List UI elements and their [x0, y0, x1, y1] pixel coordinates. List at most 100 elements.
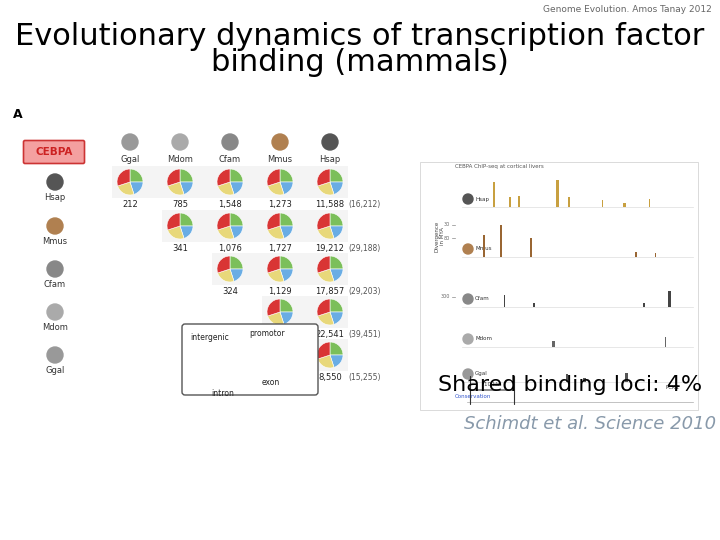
Wedge shape: [268, 312, 284, 325]
Wedge shape: [330, 355, 343, 367]
Bar: [504, 295, 505, 307]
Text: Hsap: Hsap: [475, 197, 489, 201]
Wedge shape: [240, 336, 264, 360]
Circle shape: [222, 134, 238, 150]
Bar: [262, 296, 348, 328]
Wedge shape: [330, 182, 343, 194]
Wedge shape: [217, 256, 230, 273]
Wedge shape: [330, 312, 343, 325]
Bar: [602, 200, 603, 207]
Wedge shape: [267, 169, 280, 186]
Wedge shape: [280, 169, 293, 182]
Wedge shape: [268, 182, 284, 195]
Text: (29,203): (29,203): [348, 287, 380, 296]
Wedge shape: [180, 226, 193, 238]
Wedge shape: [330, 342, 343, 355]
Text: binding (mammals): binding (mammals): [211, 48, 509, 77]
Circle shape: [122, 134, 138, 150]
Bar: [162, 210, 348, 242]
Text: Ggal: Ggal: [45, 366, 65, 375]
Wedge shape: [267, 213, 280, 230]
Circle shape: [47, 174, 63, 190]
Text: A: A: [13, 108, 22, 121]
Wedge shape: [180, 169, 193, 182]
Text: 1,273: 1,273: [268, 200, 292, 209]
Text: Hsap: Hsap: [320, 155, 341, 164]
Wedge shape: [330, 269, 343, 281]
Wedge shape: [168, 182, 184, 195]
Text: Mmus: Mmus: [475, 246, 492, 252]
Wedge shape: [330, 213, 343, 226]
Text: (15,255): (15,255): [348, 373, 380, 382]
Bar: [635, 253, 637, 257]
Text: 17,857: 17,857: [315, 287, 345, 296]
Text: 1,727: 1,727: [268, 244, 292, 253]
Bar: [556, 180, 559, 207]
Circle shape: [272, 134, 288, 150]
Wedge shape: [318, 182, 334, 195]
Circle shape: [47, 347, 63, 363]
Text: (16,212): (16,212): [348, 200, 380, 209]
Text: 80: 80: [444, 236, 450, 241]
Wedge shape: [230, 182, 243, 194]
Text: Mmus: Mmus: [267, 155, 292, 164]
Wedge shape: [117, 169, 130, 186]
Text: Ggal: Ggal: [475, 372, 487, 376]
Circle shape: [463, 194, 473, 204]
Bar: [654, 253, 656, 257]
Text: (29,188): (29,188): [348, 244, 380, 253]
Wedge shape: [217, 182, 234, 195]
Wedge shape: [217, 169, 230, 186]
Wedge shape: [317, 342, 330, 359]
Bar: [649, 199, 650, 207]
Text: Genome Evolution. Amos Tanay 2012: Genome Evolution. Amos Tanay 2012: [544, 5, 712, 14]
Bar: [623, 204, 626, 207]
Bar: [583, 378, 586, 382]
Wedge shape: [216, 336, 240, 367]
Text: CEBPA ChIP-seq at cortical livers: CEBPA ChIP-seq at cortical livers: [455, 164, 544, 169]
FancyBboxPatch shape: [24, 140, 84, 164]
Wedge shape: [230, 269, 243, 281]
Text: 8,550: 8,550: [318, 373, 342, 382]
Text: Cfam: Cfam: [219, 155, 241, 164]
Bar: [518, 197, 520, 207]
Wedge shape: [317, 169, 330, 186]
Text: Cfam: Cfam: [475, 296, 490, 301]
Text: 30: 30: [444, 222, 450, 227]
Wedge shape: [330, 256, 343, 269]
Circle shape: [463, 244, 473, 254]
Wedge shape: [330, 226, 343, 238]
Wedge shape: [280, 312, 293, 325]
Bar: [312, 339, 348, 371]
Circle shape: [463, 294, 473, 304]
Wedge shape: [180, 182, 193, 194]
Wedge shape: [217, 213, 230, 230]
Wedge shape: [267, 256, 280, 273]
Circle shape: [322, 134, 338, 150]
Wedge shape: [267, 299, 280, 316]
Wedge shape: [330, 299, 343, 312]
Circle shape: [463, 334, 473, 344]
Text: 341: 341: [172, 244, 188, 253]
Bar: [668, 292, 671, 307]
Wedge shape: [318, 355, 334, 368]
Wedge shape: [318, 269, 334, 282]
Wedge shape: [280, 256, 293, 269]
Text: 1,076: 1,076: [218, 244, 242, 253]
Text: Evolutionary dynamics of transcription factor: Evolutionary dynamics of transcription f…: [15, 22, 705, 51]
Wedge shape: [217, 360, 248, 384]
Text: CEBPA: CEBPA: [35, 147, 73, 157]
Text: intron: intron: [211, 389, 234, 399]
Wedge shape: [217, 226, 234, 239]
Bar: [212, 253, 348, 285]
Bar: [420, 162, 698, 410]
Text: promotor: promotor: [249, 329, 284, 338]
FancyBboxPatch shape: [182, 324, 318, 395]
Text: 22,541: 22,541: [315, 330, 344, 339]
Wedge shape: [167, 213, 180, 230]
Text: Hsap: Hsap: [45, 193, 66, 202]
Wedge shape: [230, 169, 243, 182]
Bar: [500, 225, 502, 257]
Bar: [567, 197, 570, 207]
Wedge shape: [230, 256, 243, 269]
